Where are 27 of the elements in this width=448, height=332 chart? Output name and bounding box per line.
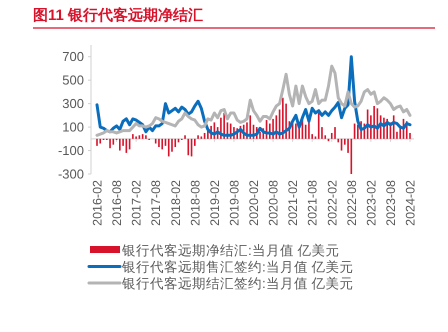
x-tick-label: 2021-08 bbox=[306, 180, 320, 226]
x-tick-label: 2018-02 bbox=[168, 180, 183, 226]
legend-label: 银行代客远期净结汇:当月值 亿美元 bbox=[121, 243, 340, 258]
y-tick-label: -300 bbox=[58, 166, 84, 182]
x-tick-label: 2023-02 bbox=[364, 180, 378, 226]
y-tick-label: 500 bbox=[62, 72, 84, 88]
x-tick-label: 2018-08 bbox=[188, 180, 202, 226]
x-tick-label: 2020-08 bbox=[266, 180, 281, 226]
y-tick-label: 100 bbox=[62, 120, 84, 135]
x-tick-label: 2023-08 bbox=[384, 180, 398, 226]
y-tick-label: 700 bbox=[62, 49, 84, 64]
x-tick-label: 2016-02 bbox=[90, 180, 104, 226]
y-tick-label: 300 bbox=[62, 96, 84, 112]
x-tick-label: 2017-08 bbox=[149, 180, 164, 226]
x-tick-label: 2021-02 bbox=[286, 180, 300, 226]
chart-title: 图11 银行代客远期净结汇 bbox=[33, 6, 204, 24]
x-tick-label: 2020-02 bbox=[247, 180, 261, 226]
legend-label: 银行代客远期售汇签约:当月值 亿美元 bbox=[121, 260, 354, 274]
x-tick-label: 2016-08 bbox=[110, 180, 124, 226]
y-tick-label: -100 bbox=[58, 143, 84, 158]
x-tick-label: 2019-08 bbox=[227, 180, 242, 226]
x-tick-label: 2017-02 bbox=[130, 180, 144, 226]
x-tick-label: 2019-02 bbox=[208, 180, 222, 226]
x-tick-label: 2024-02 bbox=[404, 180, 418, 226]
x-tick-label: 2022-02 bbox=[325, 180, 340, 226]
legend-label: 银行代客远期结汇签约:当月值 亿美元 bbox=[121, 276, 354, 291]
x-tick-label: 2022-08 bbox=[344, 180, 359, 226]
